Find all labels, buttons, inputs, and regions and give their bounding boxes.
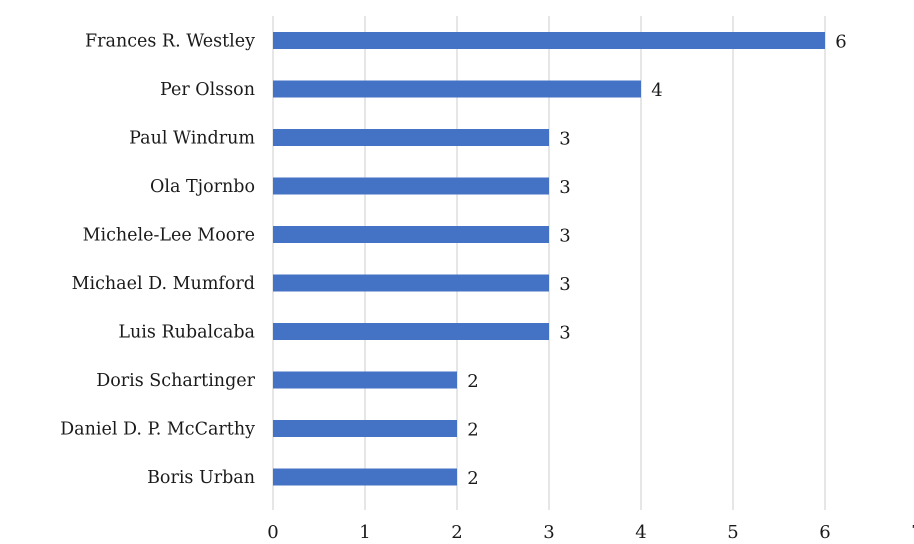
x-tick-label: 6 bbox=[819, 522, 830, 540]
category-label: Doris Schartinger bbox=[96, 371, 255, 391]
data-label: 3 bbox=[559, 226, 570, 247]
bar bbox=[273, 80, 641, 98]
data-label: 3 bbox=[559, 177, 570, 198]
x-tick-label: 1 bbox=[359, 522, 370, 540]
x-tick-label: 7 bbox=[911, 522, 914, 540]
data-label: 2 bbox=[467, 468, 478, 489]
bar bbox=[273, 323, 549, 340]
category-label: Ola Tjornbo bbox=[150, 177, 255, 197]
data-label: 2 bbox=[467, 371, 478, 392]
bar bbox=[273, 468, 457, 486]
gridlines bbox=[272, 16, 826, 510]
bar bbox=[273, 226, 549, 243]
data-label: 4 bbox=[651, 80, 662, 101]
bar bbox=[273, 177, 549, 195]
bar bbox=[273, 129, 549, 146]
data-label: 3 bbox=[559, 274, 570, 295]
data-label: 2 bbox=[467, 420, 478, 441]
category-labels: Frances R. Westley Per Olsson Paul Windrum… bbox=[60, 32, 255, 489]
category-label: Michele-Lee Moore bbox=[83, 226, 255, 246]
data-label: 3 bbox=[559, 129, 570, 150]
data-label: 6 bbox=[835, 32, 846, 53]
x-tick-label: 4 bbox=[635, 522, 646, 540]
bars bbox=[273, 32, 825, 486]
data-label: 3 bbox=[559, 323, 570, 344]
category-label: Michael D. Mumford bbox=[72, 274, 255, 294]
category-label: Per Olsson bbox=[160, 80, 255, 100]
x-tick-label: 0 bbox=[267, 522, 278, 540]
category-label: Boris Urban bbox=[147, 468, 255, 488]
bar bbox=[273, 420, 457, 437]
bar bbox=[273, 32, 825, 49]
x-tick-label: 2 bbox=[451, 522, 462, 540]
x-tick-label: 3 bbox=[543, 522, 554, 540]
bar bbox=[273, 274, 549, 292]
x-tick-label: 5 bbox=[727, 522, 738, 540]
category-label: Paul Windrum bbox=[129, 129, 255, 149]
x-axis-tick-labels: 0 1 2 3 4 5 6 7 bbox=[267, 522, 914, 543]
category-label: Frances R. Westley bbox=[85, 32, 255, 52]
data-labels: 6 4 3 3 3 3 3 2 2 2 bbox=[467, 32, 846, 490]
category-label: Luis Rubalcaba bbox=[118, 323, 255, 343]
category-label: Daniel D. P. McCarthy bbox=[60, 420, 255, 440]
bar bbox=[273, 371, 457, 389]
